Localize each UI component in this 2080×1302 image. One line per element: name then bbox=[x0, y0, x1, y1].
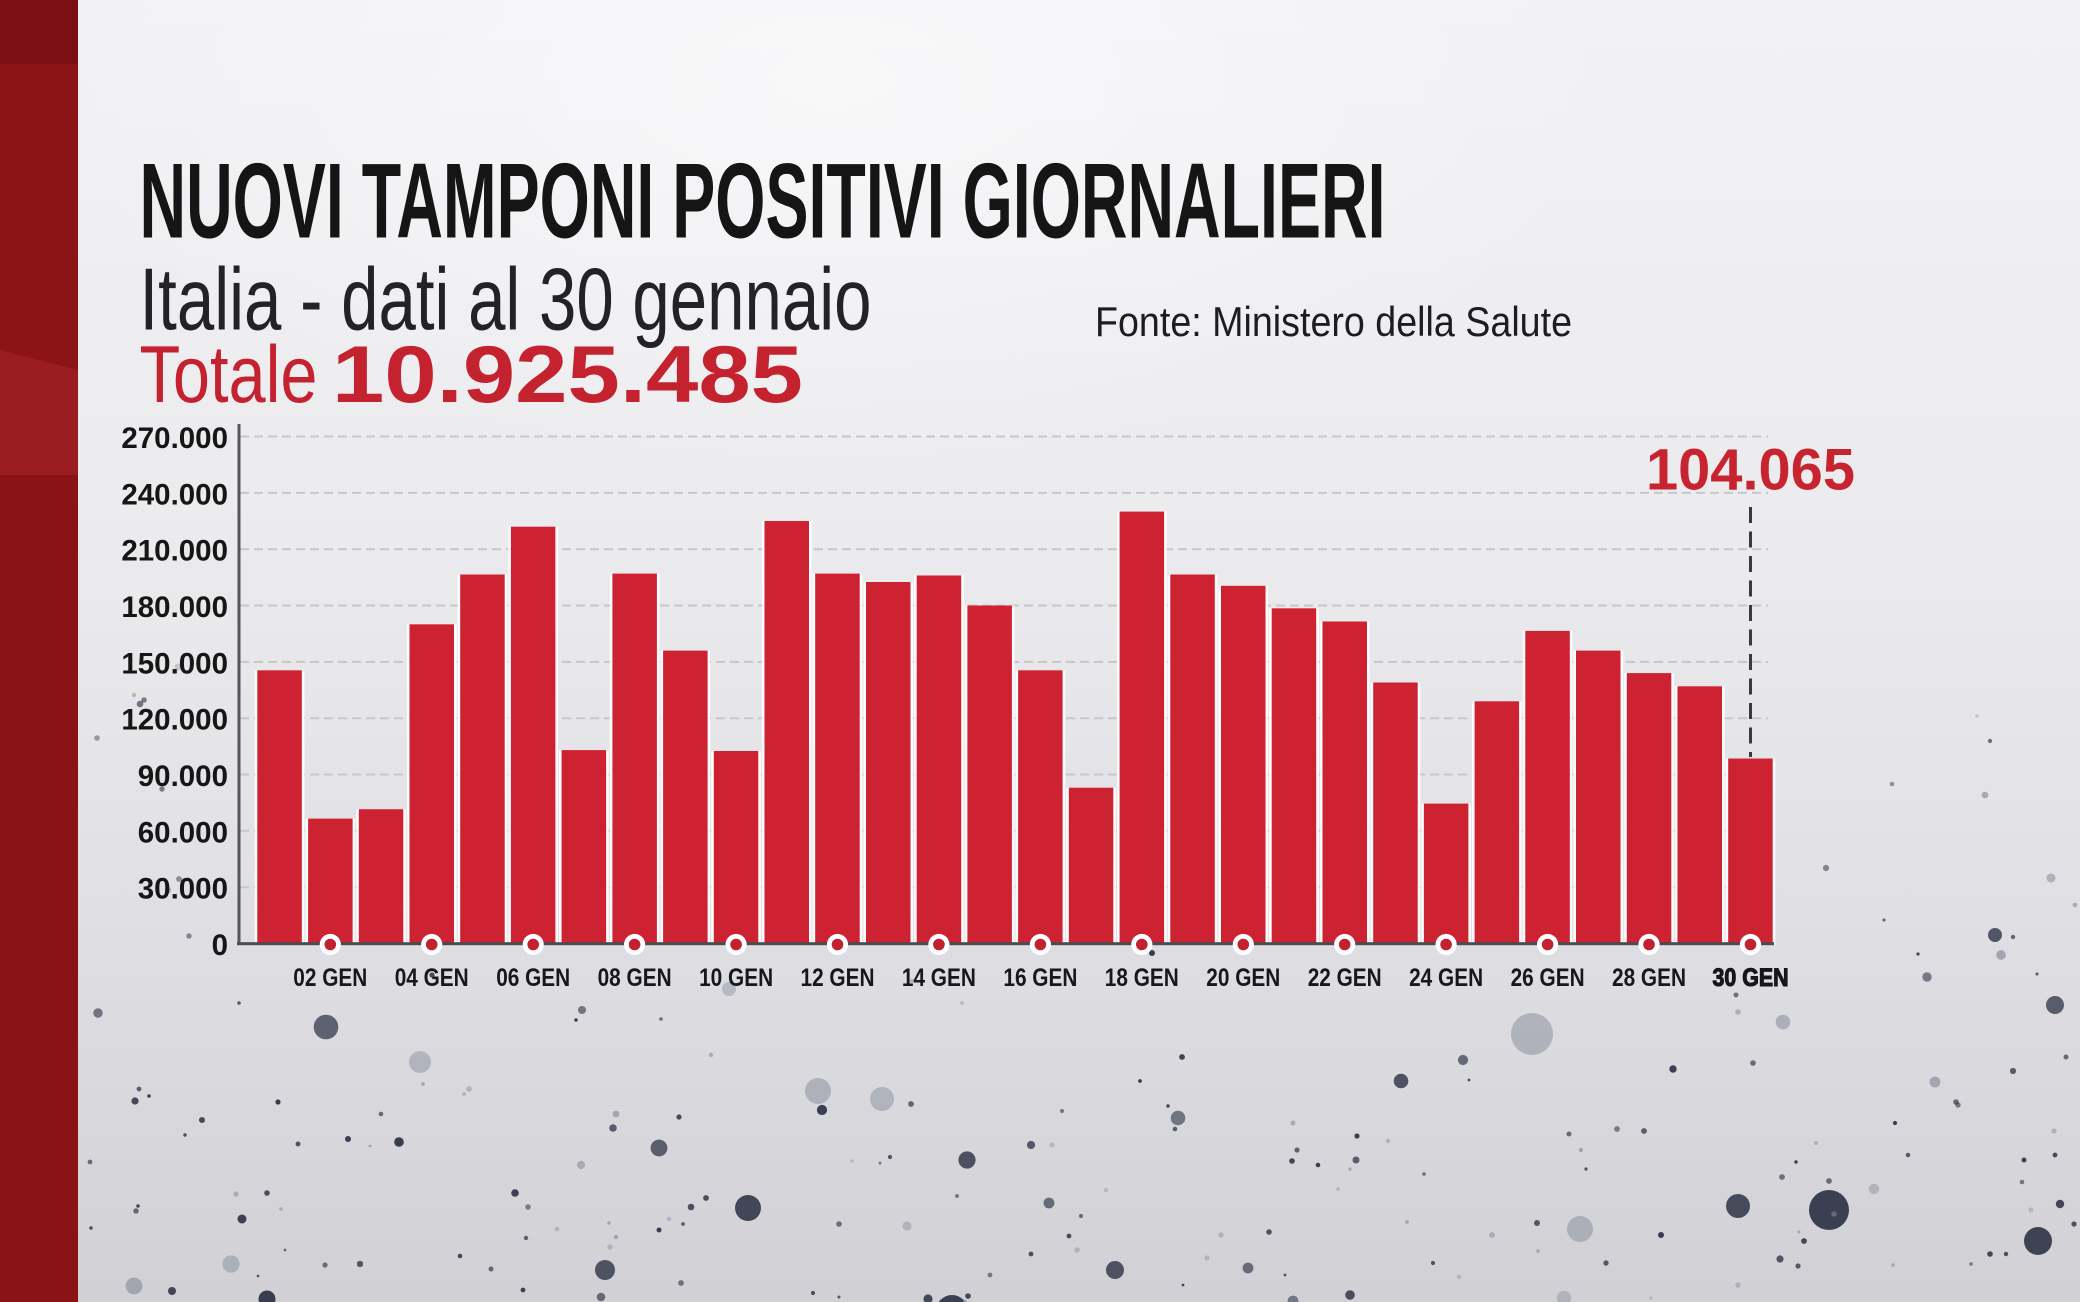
svg-text:30 GEN: 30 GEN bbox=[1713, 964, 1789, 992]
svg-text:270.000: 270.000 bbox=[121, 422, 228, 455]
svg-text:20 GEN: 20 GEN bbox=[1206, 964, 1280, 992]
svg-text:120.000: 120.000 bbox=[121, 704, 228, 737]
svg-text:12 GEN: 12 GEN bbox=[801, 964, 875, 992]
svg-text:08 GEN: 08 GEN bbox=[598, 964, 672, 992]
svg-text:Italia - dati al 30 gennaio: Italia - dati al 30 gennaio bbox=[140, 250, 872, 349]
svg-text:24 GEN: 24 GEN bbox=[1409, 964, 1483, 992]
svg-text:210.000: 210.000 bbox=[121, 535, 228, 568]
svg-text:28 GEN: 28 GEN bbox=[1612, 964, 1686, 992]
svg-text:06 GEN: 06 GEN bbox=[496, 964, 570, 992]
svg-text:30.000: 30.000 bbox=[138, 873, 228, 906]
svg-text:60.000: 60.000 bbox=[138, 816, 228, 849]
svg-text:180.000: 180.000 bbox=[121, 591, 228, 624]
svg-text:16 GEN: 16 GEN bbox=[1003, 964, 1077, 992]
svg-text:NUOVI TAMPONI POSITIVI GIORNAL: NUOVI TAMPONI POSITIVI GIORNALIERI bbox=[140, 142, 1386, 261]
svg-text:02 GEN: 02 GEN bbox=[293, 964, 367, 992]
svg-text:Fonte: Ministero della Salute: Fonte: Ministero della Salute bbox=[1095, 298, 1572, 345]
svg-text:90.000: 90.000 bbox=[138, 760, 228, 793]
svg-text:14 GEN: 14 GEN bbox=[902, 964, 976, 992]
svg-text:18 GEN: 18 GEN bbox=[1105, 964, 1179, 992]
svg-text:26 GEN: 26 GEN bbox=[1511, 964, 1585, 992]
svg-text:04 GEN: 04 GEN bbox=[395, 964, 469, 992]
svg-text:Totale: Totale bbox=[140, 330, 318, 420]
svg-text:150.000: 150.000 bbox=[121, 647, 228, 680]
svg-text:22 GEN: 22 GEN bbox=[1308, 964, 1382, 992]
svg-text:0: 0 bbox=[212, 929, 228, 962]
svg-text:240.000: 240.000 bbox=[121, 478, 228, 511]
svg-text:10 GEN: 10 GEN bbox=[699, 964, 773, 992]
svg-text:10.925.485: 10.925.485 bbox=[332, 330, 803, 420]
svg-text:104.065: 104.065 bbox=[1646, 438, 1855, 503]
